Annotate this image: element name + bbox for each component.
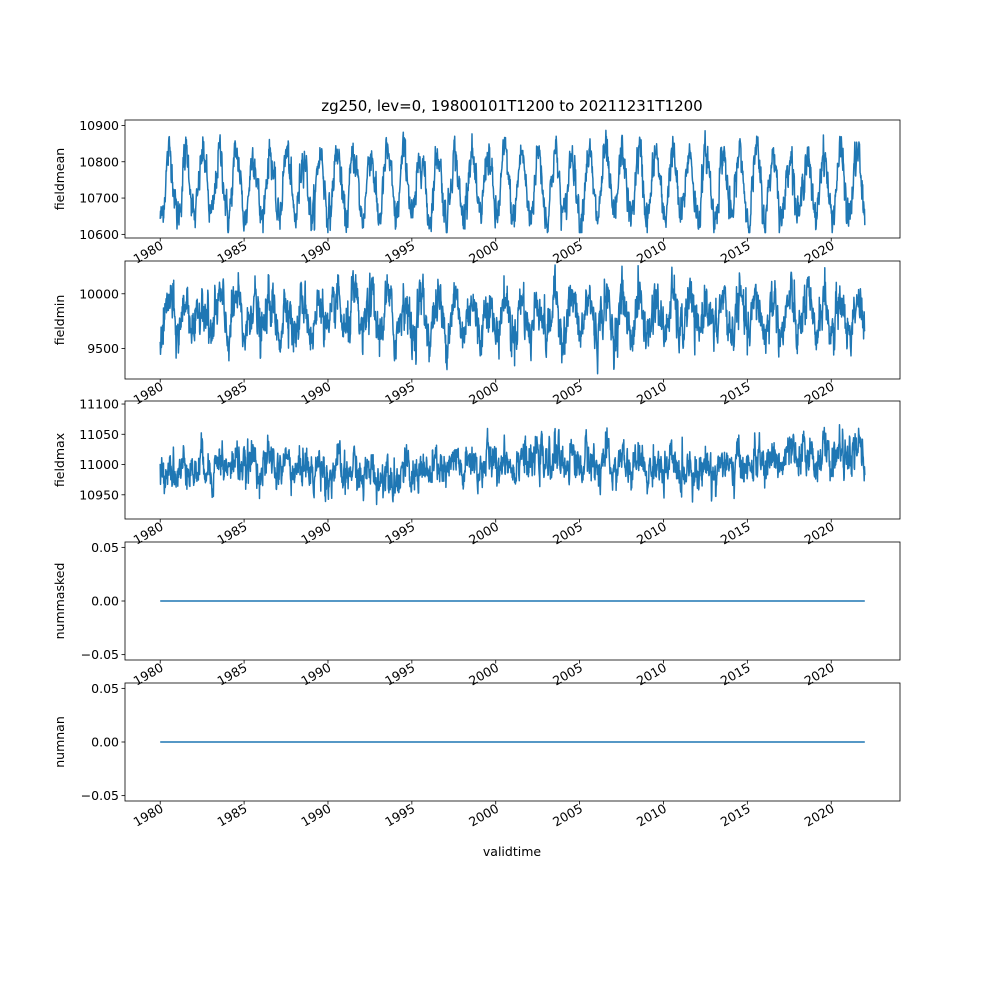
- y-axis-label: fieldmin: [52, 295, 67, 346]
- series-line-fieldmax: [159, 424, 866, 506]
- series-line-fieldmin: [159, 264, 866, 375]
- y-tick-label: 0.05: [91, 681, 119, 696]
- axes-frame: [124, 260, 901, 380]
- axes-frame: [124, 400, 901, 520]
- y-tick-label: 10600: [79, 227, 119, 242]
- y-tick-label: 11050: [79, 427, 119, 442]
- y-tick-label: 10800: [79, 154, 119, 169]
- series-line-fieldmean: [159, 129, 866, 234]
- axes-frame: [124, 119, 901, 239]
- y-tick-label: 10000: [79, 286, 119, 301]
- y-tick-label: 10900: [79, 118, 119, 133]
- figure-title: zg250, lev=0, 19800101T1200 to 20211231T…: [321, 97, 702, 115]
- y-tick-label: 0.05: [91, 540, 119, 555]
- y-tick-label: −0.05: [81, 788, 119, 803]
- y-tick-label: 11000: [79, 457, 119, 472]
- y-tick-label: 10950: [79, 487, 119, 502]
- y-tick-label: 0.00: [91, 735, 119, 750]
- y-axis-label: numnan: [52, 716, 67, 768]
- y-axis-label: fieldmean: [52, 148, 67, 210]
- y-tick-label: −0.05: [81, 647, 119, 662]
- y-axis-label: fieldmax: [52, 433, 67, 487]
- y-tick-label: 10700: [79, 191, 119, 206]
- y-tick-label: 0.00: [91, 594, 119, 609]
- x-axis-label: validtime: [483, 844, 541, 859]
- y-tick-label: 9500: [87, 341, 119, 356]
- y-tick-label: 11100: [79, 397, 119, 412]
- y-axis-label: nummasked: [52, 563, 67, 640]
